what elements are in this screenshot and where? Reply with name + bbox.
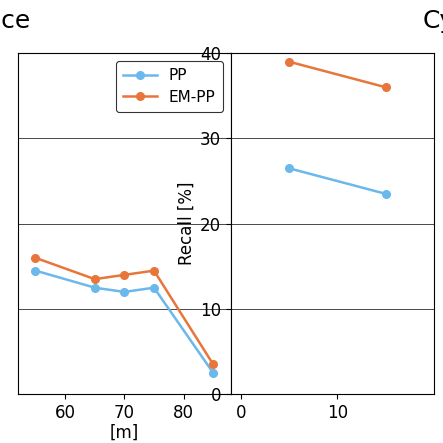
- Text: ance: ance: [0, 9, 31, 33]
- Y-axis label: Recall [%]: Recall [%]: [178, 182, 196, 265]
- X-axis label: [m]: [m]: [110, 424, 139, 441]
- Text: Cy: Cy: [422, 9, 443, 33]
- Legend: PP, EM-PP: PP, EM-PP: [116, 61, 223, 112]
